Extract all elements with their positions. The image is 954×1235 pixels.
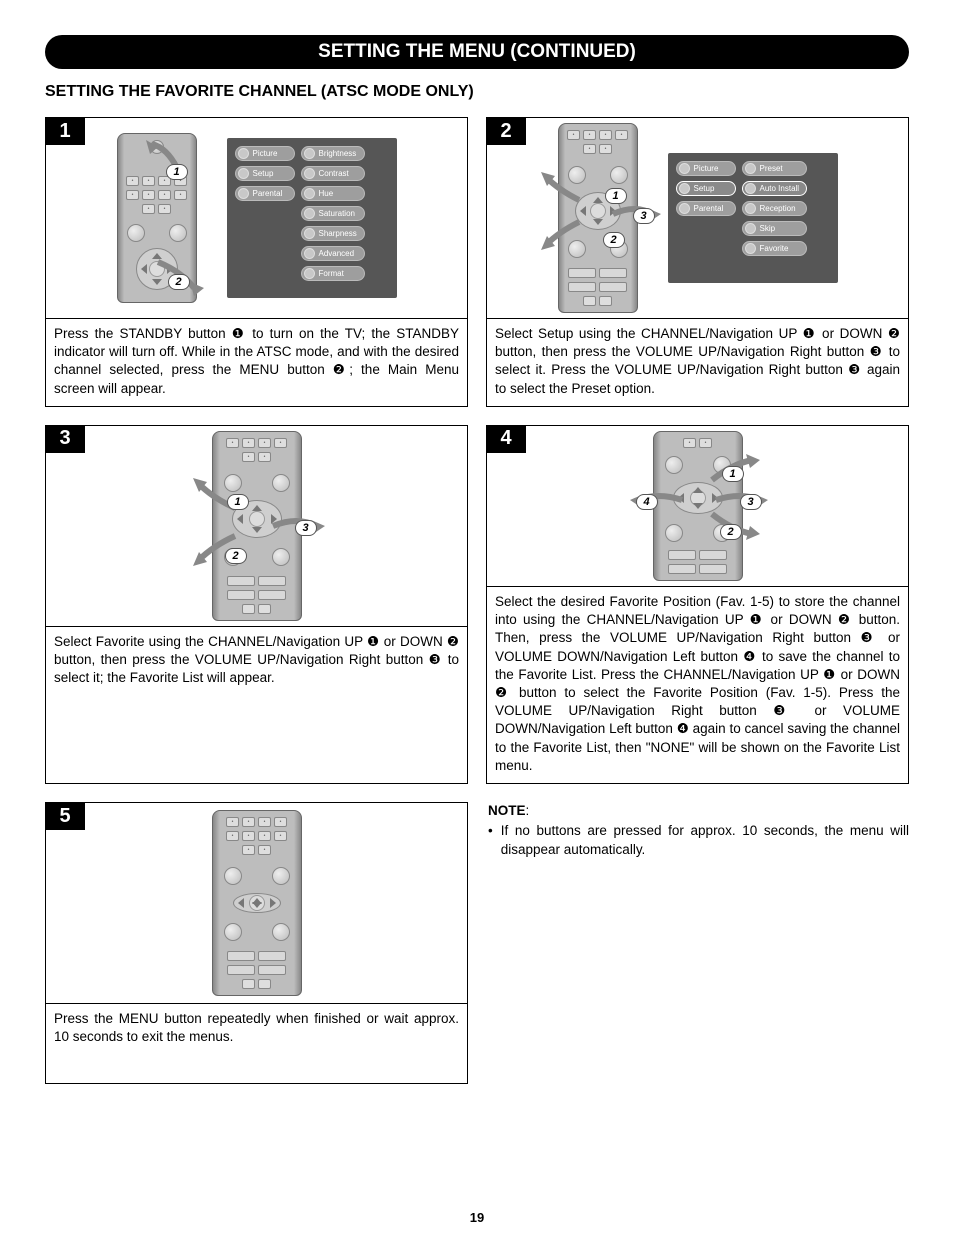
callout-2: 2 <box>225 548 247 564</box>
menu-item: Auto Install <box>760 184 800 193</box>
step-2-illustration: •••• •• 1 2 3 Picture <box>487 118 908 318</box>
menu-item: Reception <box>760 204 796 213</box>
menu-screen-2: Picture Setup Parental Preset Auto Insta… <box>668 153 838 283</box>
menu-item: Hue <box>319 189 334 198</box>
step-1-caption: Press the STANDBY button ❶ to turn on th… <box>46 318 467 406</box>
note-body: If no buttons are pressed for approx. 10… <box>501 822 909 858</box>
note-title: NOTE <box>488 803 526 818</box>
callout-3: 3 <box>633 208 655 224</box>
remote-icon: •••• •• 1 2 3 <box>558 123 638 313</box>
callout-1: 1 <box>227 494 249 510</box>
menu-item: Setup <box>694 184 715 193</box>
menu-item: Setup <box>253 169 274 178</box>
callout-3: 3 <box>740 494 762 510</box>
menu-item: Sharpness <box>319 229 357 238</box>
step-3: 3 •••• •• 1 2 3 Sele <box>45 425 468 784</box>
step-4: 4 •• 1 2 3 4 Select <box>486 425 909 784</box>
steps-grid: 1 1 •••• •••• •• 2 Picture <box>45 117 909 1084</box>
remote-icon: •••• •• 1 2 3 <box>212 431 302 621</box>
menu-item: Skip <box>760 224 776 233</box>
step-4-illustration: •• 1 2 3 4 <box>487 426 908 586</box>
callout-3: 3 <box>295 520 317 536</box>
step-4-caption: Select the desired Favorite Position (Fa… <box>487 586 908 783</box>
remote-icon: •• 1 2 3 4 <box>653 431 743 581</box>
page-subtitle: SETTING THE FAVORITE CHANNEL (ATSC MODE … <box>45 83 909 101</box>
step-5-illustration: •••• •••• •• <box>46 803 467 1003</box>
remote-icon: 1 •••• •••• •• 2 <box>117 133 197 303</box>
callout-1: 1 <box>605 188 627 204</box>
callout-4: 4 <box>636 494 658 510</box>
menu-item: Picture <box>694 164 719 173</box>
menu-item: Parental <box>253 189 283 198</box>
menu-item: Contrast <box>319 169 349 178</box>
menu-item: Preset <box>760 164 783 173</box>
step-1-illustration: 1 •••• •••• •• 2 Picture Setup Parental <box>46 118 467 318</box>
step-2-caption: Select Setup using the CHANNEL/Navigatio… <box>487 318 908 406</box>
bullet-icon: • <box>488 822 493 858</box>
remote-icon: •••• •••• •• <box>212 810 302 996</box>
menu-item: Advanced <box>319 249 355 258</box>
callout-2: 2 <box>603 232 625 248</box>
menu-item: Favorite <box>760 244 789 253</box>
callout-1: 1 <box>166 164 188 180</box>
callout-2: 2 <box>168 274 190 290</box>
step-1: 1 1 •••• •••• •• 2 Picture <box>45 117 468 407</box>
step-3-caption: Select Favorite using the CHANNEL/Naviga… <box>46 626 467 783</box>
menu-item: Format <box>319 269 344 278</box>
callout-2: 2 <box>720 524 742 540</box>
note-colon: : <box>526 803 530 818</box>
step-5-caption: Press the MENU button repeatedly when fi… <box>46 1003 467 1083</box>
step-3-illustration: •••• •• 1 2 3 <box>46 426 467 626</box>
menu-item: Brightness <box>319 149 357 158</box>
page-number: 19 <box>0 1210 954 1225</box>
step-5: 5 •••• •••• •• Press the MENU button rep… <box>45 802 468 1084</box>
menu-item: Picture <box>253 149 278 158</box>
step-2: 2 •••• •• 1 2 3 <box>486 117 909 407</box>
note-block: NOTE: • If no buttons are pressed for ap… <box>486 802 909 1084</box>
menu-item: Parental <box>694 204 724 213</box>
menu-item: Saturation <box>319 209 355 218</box>
page-title-bar: SETTING THE MENU (CONTINUED) <box>45 35 909 69</box>
menu-screen-1: Picture Setup Parental Brightness Contra… <box>227 138 397 298</box>
callout-1: 1 <box>722 466 744 482</box>
